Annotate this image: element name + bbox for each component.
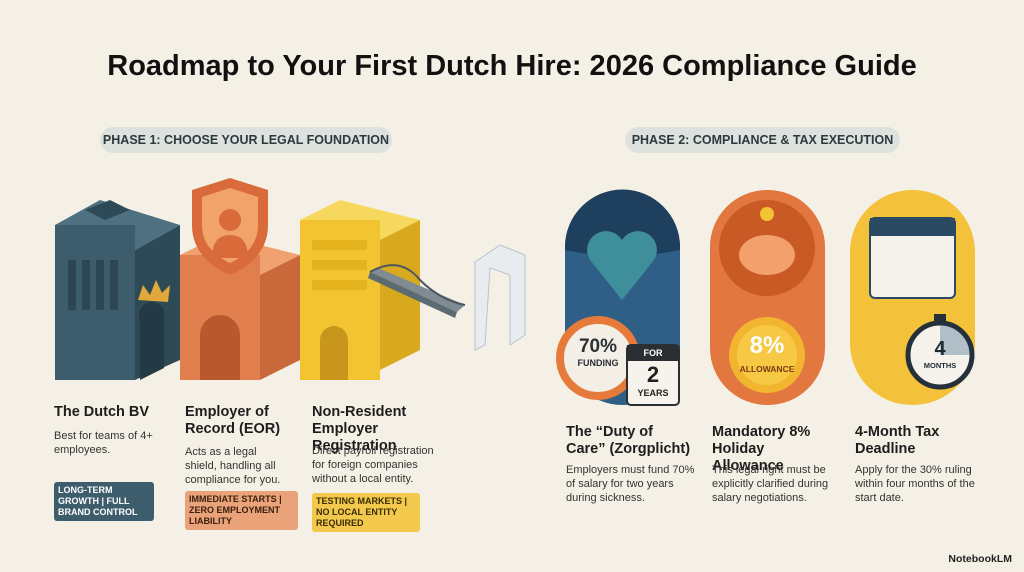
option-tag: LONG-TERM GROWTH | FULL BRAND CONTROL [54, 482, 154, 521]
option-tag: TESTING MARKETS | NO LOCAL ENTITY REQUIR… [312, 493, 420, 532]
allowance-capsule [710, 190, 825, 405]
calendar-top: FOR [643, 348, 663, 358]
item-description: Apply for the 30% ruling within four mon… [855, 464, 975, 504]
brand: NotebookLM [948, 553, 1012, 565]
option-description: Acts as a legal shield, handling all com… [185, 446, 281, 486]
item-title: Mandatory 8% Holiday Allowance [712, 424, 811, 474]
duty-capsule [556, 189, 680, 406]
item-description: This legal right must be explicitly clar… [712, 464, 829, 504]
badge-caption: ALLOWANCE [739, 364, 795, 374]
option-description: Best for teams of 4+ employees. [54, 430, 153, 456]
badge-caption: MONTHS [923, 361, 957, 370]
option-tag: IMMEDIATE STARTS | ZERO EMPLOYMENT LIABI… [185, 491, 298, 530]
option-title: The Dutch BV [54, 404, 150, 420]
nonresident-building [300, 200, 526, 380]
badge-caption: FUNDING [577, 358, 619, 368]
bv-building [55, 200, 180, 380]
calendar-number: 2 [646, 362, 660, 387]
page-title: Roadmap to Your First Dutch Hire: 2026 C… [107, 50, 917, 82]
item-title: 4-Month Tax Deadline [855, 424, 940, 457]
deadline-capsule [850, 190, 975, 405]
badge-value: 70% [578, 336, 618, 357]
eor-building [180, 178, 300, 380]
item-title: The “Duty of Care” (Zorgplicht) [566, 424, 691, 457]
phase-label: PHASE 1: CHOOSE YOUR LEGAL FOUNDATION [100, 127, 392, 153]
option-title: Employer of Record (EOR) [185, 404, 281, 437]
badge-value: 4 [934, 338, 946, 360]
option-description: Direct payroll registration for foreign … [312, 445, 434, 485]
item-description: Employers must fund 70% of salary for tw… [566, 464, 695, 504]
badge-value: 8% [749, 332, 785, 359]
option-title: Non-Resident Employer Registration [312, 404, 407, 454]
calendar-bottom: YEARS [637, 388, 669, 398]
phase-label: PHASE 2: COMPLIANCE & TAX EXECUTION [625, 127, 900, 153]
